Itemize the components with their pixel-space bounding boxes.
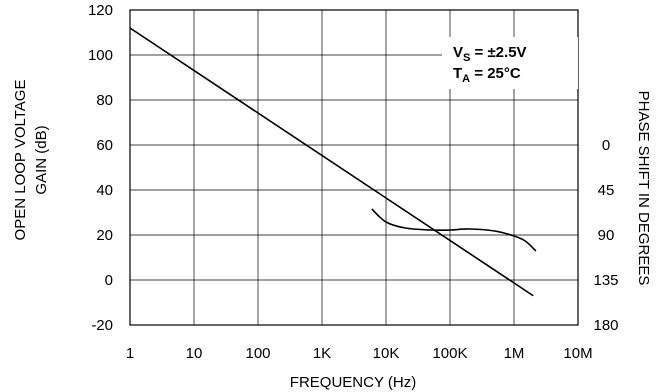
x-tick-label: 10K: [373, 345, 400, 362]
x-tick-label: 1M: [504, 345, 525, 362]
y-tick-label: 80: [96, 92, 113, 109]
ticks: 1 10 100 1K 10K 100K 1M 10M -20 0 20 40 60 80 100 120 0 4…: [88, 2, 619, 362]
y-tick-label: 40: [96, 182, 113, 199]
annotation: VS = ±2.5V TA = 25°C: [453, 44, 527, 85]
x-tick-label: 100: [245, 345, 270, 362]
y-tick-label: 100: [88, 47, 113, 64]
annotation-ta: TA = 25°C: [453, 65, 521, 85]
y-tick-label: -20: [91, 317, 113, 334]
x-tick-label: 10: [186, 345, 203, 362]
y2-tick-label: 180: [593, 317, 618, 334]
plot-frame: [129, 9, 579, 326]
y-tick-label: 20: [96, 227, 113, 244]
y2-tick-label: 0: [602, 137, 610, 154]
annotation-vs-main: V: [453, 44, 463, 61]
plot-border: [129, 9, 579, 326]
x-axis-title: FREQUENCY (Hz): [290, 374, 416, 391]
x-tick-label: 10M: [563, 345, 592, 362]
gain-line: [129, 27, 534, 297]
annotation-ta-sub: A: [462, 73, 470, 85]
y-tick-label: 60: [96, 137, 113, 154]
y-tick-label: 120: [88, 2, 113, 19]
x-tick-label: 100K: [432, 345, 467, 362]
annotation-vs-sub: S: [463, 52, 470, 64]
annotation-vs: VS = ±2.5V: [453, 44, 527, 64]
y-axis-title-line1: OPEN LOOP VOLTAGE: [12, 80, 29, 241]
x-tick-label: 1K: [313, 345, 331, 362]
y2-axis-title: PHASE SHIFT IN DEGREES: [635, 91, 652, 286]
series-group: [129, 27, 537, 297]
y2-tick-label: 90: [598, 227, 615, 244]
annotation-vs-rest: = ±2.5V: [470, 44, 526, 61]
y-axis-title-line2: GAIN (dB): [33, 125, 50, 194]
y2-tick-label: 45: [598, 182, 615, 199]
x-tick-label: 1: [126, 345, 134, 362]
annotation-ta-rest: = 25°C: [470, 65, 521, 82]
y2-tick-label: 135: [593, 272, 618, 289]
annotation-ta-main: T: [453, 65, 462, 82]
annotation-box: [442, 37, 578, 89]
phase-curve: [371, 208, 537, 252]
y-tick-label: 0: [105, 272, 113, 289]
